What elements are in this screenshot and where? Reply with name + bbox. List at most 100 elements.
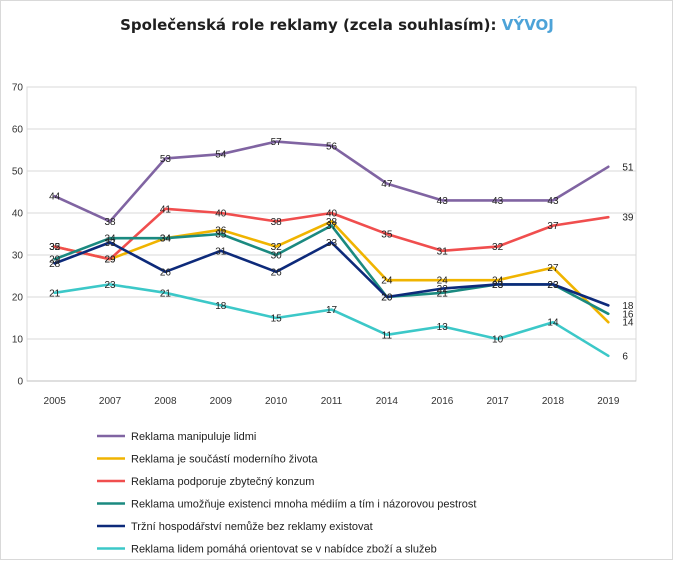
plot-area xyxy=(26,86,637,382)
data-label: 34 xyxy=(104,234,116,245)
data-label: 40 xyxy=(215,209,227,220)
x-tick-label: 2011 xyxy=(321,396,343,407)
data-label: 34 xyxy=(160,234,172,245)
x-tick-label: 2010 xyxy=(265,396,288,407)
x-tick-label: 2017 xyxy=(486,396,509,407)
legend-entry: Reklama manipuluje lidmi xyxy=(97,431,256,443)
data-label: 30 xyxy=(271,251,283,262)
data-label: 36 xyxy=(215,225,227,236)
data-label: 15 xyxy=(271,314,283,325)
data-label: 35 xyxy=(215,230,227,241)
x-tick-label: 2019 xyxy=(597,396,620,407)
series-lines xyxy=(53,140,610,358)
series-line-3 xyxy=(53,207,610,261)
y-tick-label: 10 xyxy=(12,335,24,346)
data-label: 17 xyxy=(326,305,338,316)
x-tick-label: 2009 xyxy=(210,396,233,407)
data-label: 14 xyxy=(622,318,634,329)
series-line-5 xyxy=(53,241,610,307)
legend-label: Reklama manipuluje lidmi xyxy=(131,431,256,443)
y-tick-label: 40 xyxy=(12,209,24,220)
legend-label: Reklama je součástí moderního života xyxy=(131,454,318,466)
x-tick-label: 2018 xyxy=(542,396,565,407)
legend-entry: Reklama umožňuje existenci mnoha médiím … xyxy=(97,499,476,511)
y-tick-label: 30 xyxy=(12,251,24,262)
data-label: 32 xyxy=(49,242,61,253)
data-label: 33 xyxy=(104,238,116,249)
legend-label: Tržní hospodářství nemůže bez reklamy ex… xyxy=(131,521,373,533)
data-label: 56 xyxy=(326,141,338,152)
series-line-2 xyxy=(53,220,610,324)
data-label: 43 xyxy=(547,196,559,207)
x-tick-label: 2005 xyxy=(44,396,67,407)
data-label: 37 xyxy=(326,221,338,232)
y-tick-label: 70 xyxy=(12,83,24,94)
legend-entry: Tržní hospodářství nemůže bez reklamy ex… xyxy=(97,521,373,533)
data-label: 11 xyxy=(382,330,393,341)
legend-label: Reklama podporuje zbytečný konzum xyxy=(131,476,314,488)
data-label: 32 xyxy=(271,242,283,253)
data-label: 18 xyxy=(215,301,227,312)
x-tick-label: 2016 xyxy=(431,396,454,407)
data-label: 23 xyxy=(104,280,116,291)
data-label: 20 xyxy=(381,293,393,304)
legend: Reklama manipuluje lidmi Reklama je součá… xyxy=(97,431,476,556)
data-label: 44 xyxy=(49,192,61,203)
data-label: 43 xyxy=(492,196,504,207)
series-line-6 xyxy=(53,283,610,358)
data-label: 10 xyxy=(492,335,504,346)
data-label: 38 xyxy=(271,217,283,228)
data-label: 22 xyxy=(437,284,449,295)
data-label: 33 xyxy=(326,238,338,249)
data-label: 24 xyxy=(381,276,393,287)
data-label: 21 xyxy=(437,288,449,299)
gridlines xyxy=(26,86,637,382)
data-label: 28 xyxy=(49,259,61,270)
data-label: 27 xyxy=(547,263,559,274)
legend-entry: Reklama lidem pomáhá orientovat se v nab… xyxy=(97,544,437,556)
y-tick-label: 50 xyxy=(12,167,24,178)
x-tick-label: 2014 xyxy=(376,396,399,407)
data-label: 57 xyxy=(271,137,283,148)
data-label: 24 xyxy=(492,276,504,287)
data-label: 16 xyxy=(622,309,634,320)
data-label: 13 xyxy=(437,322,449,333)
y-tick-label: 60 xyxy=(12,125,24,136)
chart-title-main: Společenská role reklamy (zcela souhlasí… xyxy=(120,16,502,34)
data-label: 41 xyxy=(160,204,172,215)
data-label: 35 xyxy=(49,242,61,253)
data-label: 23 xyxy=(492,280,504,291)
data-label: 35 xyxy=(381,230,393,241)
data-label: 21 xyxy=(49,288,61,299)
data-label: 20 xyxy=(381,293,393,304)
data-label: 53 xyxy=(160,154,172,165)
data-label: 31 xyxy=(437,246,449,257)
legend-entry: Reklama je součástí moderního života xyxy=(97,454,318,466)
data-label: 54 xyxy=(215,150,227,161)
data-label: 18 xyxy=(622,301,634,312)
series-line-1 xyxy=(53,140,610,223)
data-label: 31 xyxy=(215,246,227,257)
y-tick-label: 20 xyxy=(12,293,24,304)
data-label: 34 xyxy=(160,234,172,245)
data-label: 37 xyxy=(547,221,559,232)
chart-title-accent: VÝVOJ xyxy=(502,15,554,34)
y-tick-label: 0 xyxy=(17,377,23,388)
data-label: 29 xyxy=(104,255,116,266)
data-label: 14 xyxy=(547,318,559,329)
x-tick-label: 2008 xyxy=(154,396,177,407)
data-label: 38 xyxy=(326,217,338,228)
data-label: 39 xyxy=(622,213,634,224)
data-label: 21 xyxy=(160,288,172,299)
data-label: 32 xyxy=(492,242,504,253)
data-label: 29 xyxy=(104,255,116,266)
data-label: 29 xyxy=(49,255,61,266)
data-label: 6 xyxy=(622,351,628,362)
chart-title: Společenská role reklamy (zcela souhlasí… xyxy=(120,15,554,34)
legend-label: Reklama umožňuje existenci mnoha médiím … xyxy=(131,499,476,511)
x-tick-label: 2007 xyxy=(99,396,122,407)
data-label: 23 xyxy=(547,280,559,291)
data-label: 23 xyxy=(547,280,559,291)
